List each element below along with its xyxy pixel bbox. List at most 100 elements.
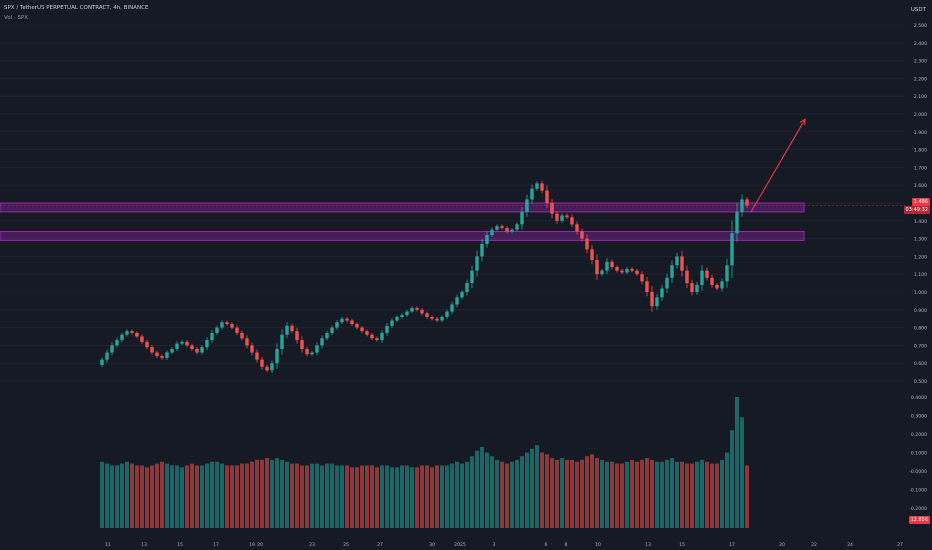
candle-body — [245, 338, 249, 346]
volume-bar — [580, 459, 584, 528]
candle-body — [460, 292, 464, 298]
volume-bar — [685, 463, 689, 528]
volume-bar — [370, 465, 374, 528]
volume-bar — [455, 461, 459, 528]
candle-body — [590, 249, 594, 260]
candle-body — [180, 341, 184, 344]
time-tick-label: 15 — [177, 542, 183, 548]
volume-bar — [100, 461, 104, 528]
volume-bar — [170, 465, 174, 528]
volume-bar — [265, 458, 269, 528]
time-tick-label: 27 — [897, 542, 903, 548]
candle-body — [325, 332, 329, 339]
volume-tick-label: -0.0000 — [909, 469, 927, 475]
volume-bar — [325, 463, 329, 528]
volume-bar — [300, 465, 304, 528]
time-tick-label: 17 — [729, 542, 735, 548]
last-price-tag: 1.486 — [911, 198, 930, 206]
volume-bar — [435, 465, 439, 528]
volume-bar — [495, 459, 499, 528]
candle-body — [670, 265, 674, 278]
volume-bar — [605, 461, 609, 528]
candle-body — [140, 336, 144, 342]
volume-bar — [720, 459, 724, 528]
volume-bar — [245, 463, 249, 528]
volume-bar — [485, 452, 489, 528]
time-tick-label: 19 — [249, 542, 255, 548]
resistance-zone — [0, 230, 805, 241]
price-tick-label: 1.000 — [914, 290, 927, 296]
candle-body — [645, 281, 649, 292]
candle-body — [125, 331, 129, 335]
volume-bar — [145, 467, 149, 528]
candle-body — [480, 243, 484, 257]
volume-bar — [440, 465, 444, 528]
volume-bar — [665, 459, 669, 528]
volume-bar — [160, 461, 164, 528]
volume-bar — [105, 463, 109, 528]
volume-bar — [715, 463, 719, 528]
volume-bar — [135, 465, 139, 528]
volume-bar — [735, 397, 739, 528]
candle-body — [635, 270, 639, 275]
volume-bar — [180, 467, 184, 528]
candle-body — [205, 340, 209, 348]
candle-body — [600, 270, 604, 275]
volume-bar — [295, 463, 299, 528]
candle-body — [210, 332, 214, 341]
candle-body — [185, 341, 189, 346]
volume-bar — [575, 461, 579, 528]
volume-bar — [390, 467, 394, 528]
volume-bar — [310, 463, 314, 528]
time-tick-label: 20 — [257, 542, 263, 548]
volume-bar — [655, 461, 659, 528]
candle-body — [340, 318, 344, 323]
candle-body — [105, 352, 109, 360]
resistance-zone — [0, 202, 805, 213]
candle-body — [550, 203, 554, 214]
candle-body — [305, 348, 309, 355]
volume-bar — [340, 465, 344, 528]
volume-bar — [615, 463, 619, 528]
candle-body — [560, 215, 564, 221]
price-tick-label: 2.200 — [914, 76, 927, 82]
candle-body — [350, 320, 354, 325]
candle-body — [555, 213, 559, 221]
candle-body — [220, 322, 224, 328]
candle-body — [485, 235, 489, 244]
candle-body — [160, 356, 164, 358]
volume-bar — [150, 465, 154, 528]
volume-bar — [395, 467, 399, 528]
candle-body — [585, 238, 589, 250]
candle-body — [195, 348, 199, 353]
volume-tick-label: 0.4000 — [911, 395, 927, 401]
volume-bar — [335, 465, 339, 528]
price-tick-label: 1.800 — [914, 148, 927, 154]
candle-body — [110, 345, 114, 353]
time-tick-label: 25 — [343, 542, 349, 548]
volume-bar — [460, 463, 464, 528]
candle-body — [455, 297, 459, 305]
candle-body — [450, 304, 454, 312]
time-tick-label: 17 — [213, 542, 219, 548]
volume-bar — [130, 463, 134, 528]
candle-body — [490, 229, 494, 236]
price-tick-label: 1.600 — [914, 183, 927, 189]
candle-body — [300, 340, 304, 349]
currency-unit: USDT — [910, 7, 926, 13]
volume-bar — [220, 463, 224, 528]
volume-bar — [415, 467, 419, 528]
volume-bar — [235, 465, 239, 528]
time-tick-label: 22 — [811, 542, 817, 548]
volume-bars — [100, 397, 749, 528]
candle-body — [130, 331, 134, 333]
time-tick-label: 15 — [679, 542, 685, 548]
volume-bar — [645, 458, 649, 528]
resistance-zones — [0, 202, 805, 241]
candle-body — [535, 183, 539, 189]
volume-bar — [110, 465, 114, 528]
volume-bar — [225, 465, 229, 528]
time-tick-label: 10 — [595, 542, 601, 548]
volume-bar — [425, 465, 429, 528]
